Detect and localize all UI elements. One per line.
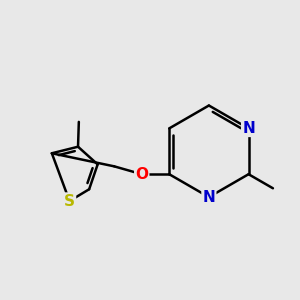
Text: N: N [202,190,215,205]
Text: S: S [64,194,75,208]
Text: N: N [242,121,255,136]
Text: O: O [135,167,148,182]
